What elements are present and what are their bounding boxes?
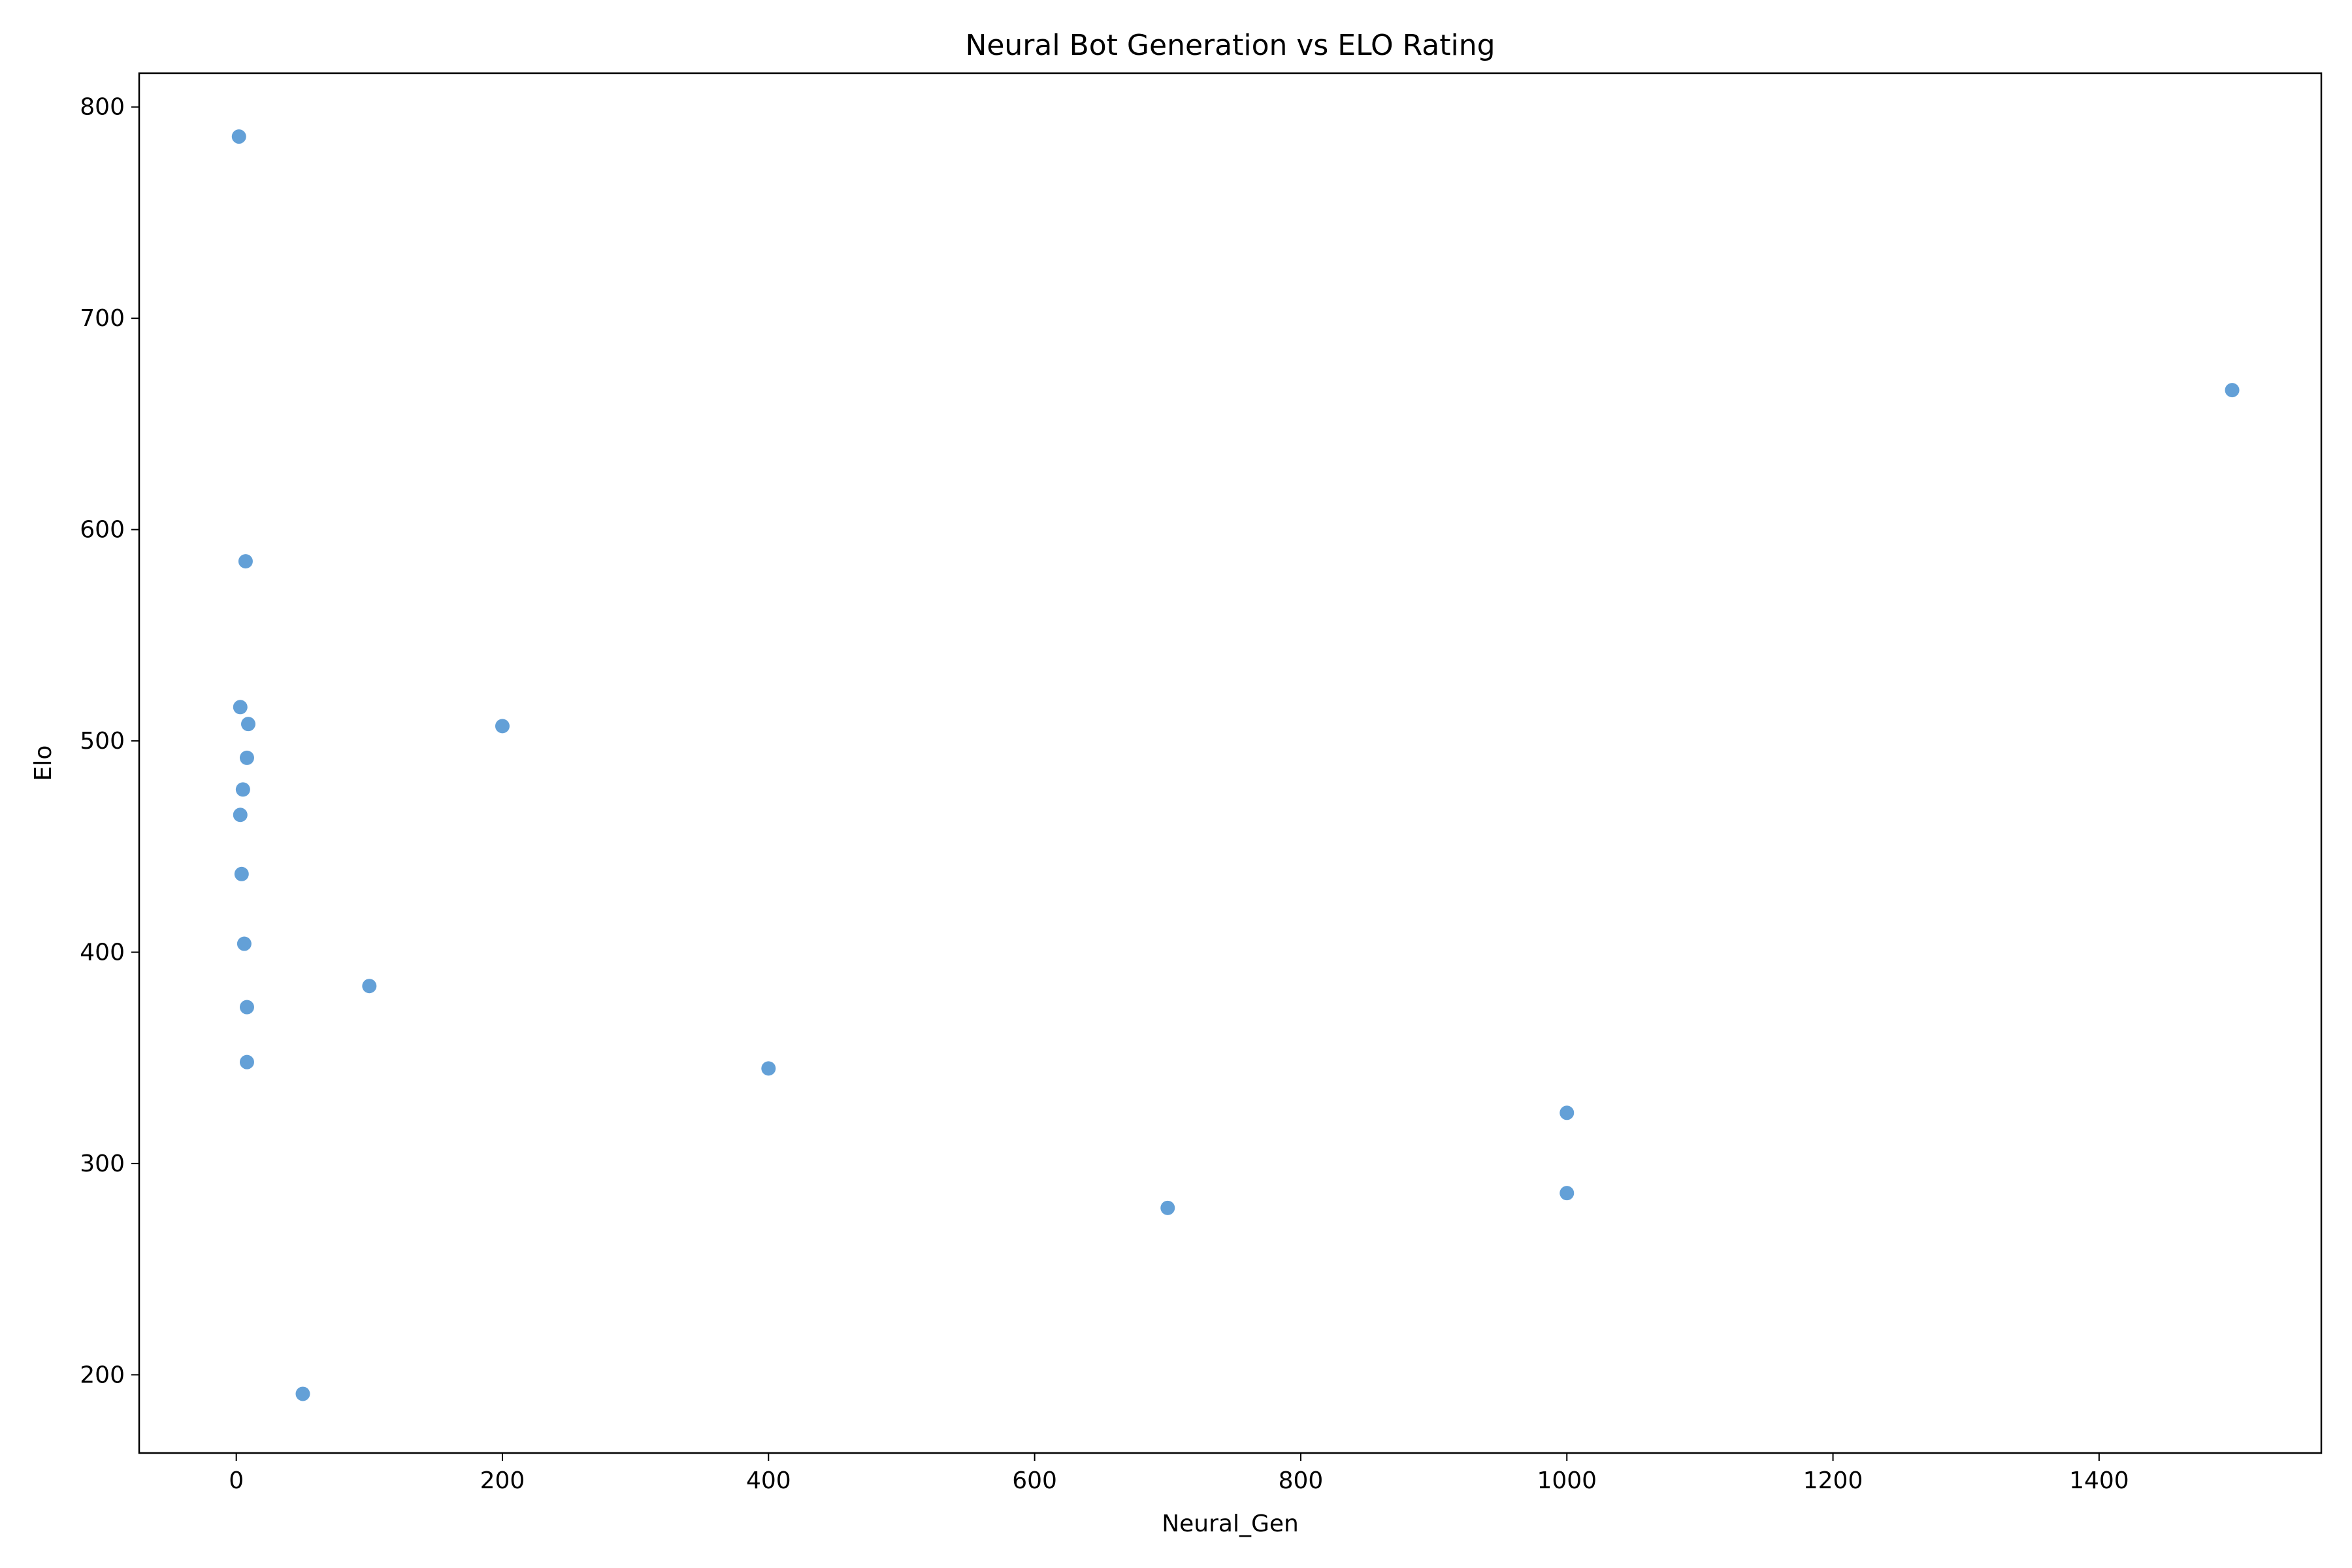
y-axis-title: Elo [30,745,57,781]
plot-frame [138,72,2323,1454]
data-point [1560,1186,1575,1201]
x-tick-label: 1400 [2069,1467,2129,1494]
data-point [239,1054,254,1070]
x-tick-label: 0 [229,1467,244,1494]
data-point [239,750,254,765]
data-point [237,936,252,951]
x-tick-label: 800 [1279,1467,1324,1494]
data-point [1160,1200,1175,1215]
data-point [495,719,510,734]
points-layer [231,129,2240,1401]
x-tick-label: 200 [480,1467,525,1494]
data-point [231,129,246,144]
data-point [235,782,250,797]
data-point [362,979,377,994]
x-tick-label: 1000 [1537,1467,1597,1494]
y-tick-label: 500 [80,728,125,755]
y-tick-label: 800 [80,94,125,121]
data-point [238,554,253,569]
x-axis-title: Neural_Gen [1162,1511,1299,1537]
x-tick-label: 400 [746,1467,791,1494]
x-tick-label: 1200 [1803,1467,1863,1494]
data-point [761,1061,776,1076]
data-point [1560,1105,1575,1120]
x-tick-label: 600 [1012,1467,1057,1494]
y-tick-label: 300 [80,1151,125,1177]
y-tick-label: 200 [80,1362,125,1388]
data-point [233,808,248,823]
data-point [233,700,248,715]
ticks-layer: 0 200 400 600 800 1000 1200 1400 200 300 400 500 600… [80,94,2129,1494]
y-tick-label: 400 [80,939,125,966]
y-tick-label: 600 [80,517,125,544]
data-point [234,866,249,881]
data-point [295,1386,310,1401]
chart-title: Neural Bot Generation vs ELO Rating [965,29,1495,62]
data-point [2225,383,2240,398]
data-point [239,1000,254,1015]
y-tick-label: 700 [80,305,125,332]
data-point [241,717,255,732]
